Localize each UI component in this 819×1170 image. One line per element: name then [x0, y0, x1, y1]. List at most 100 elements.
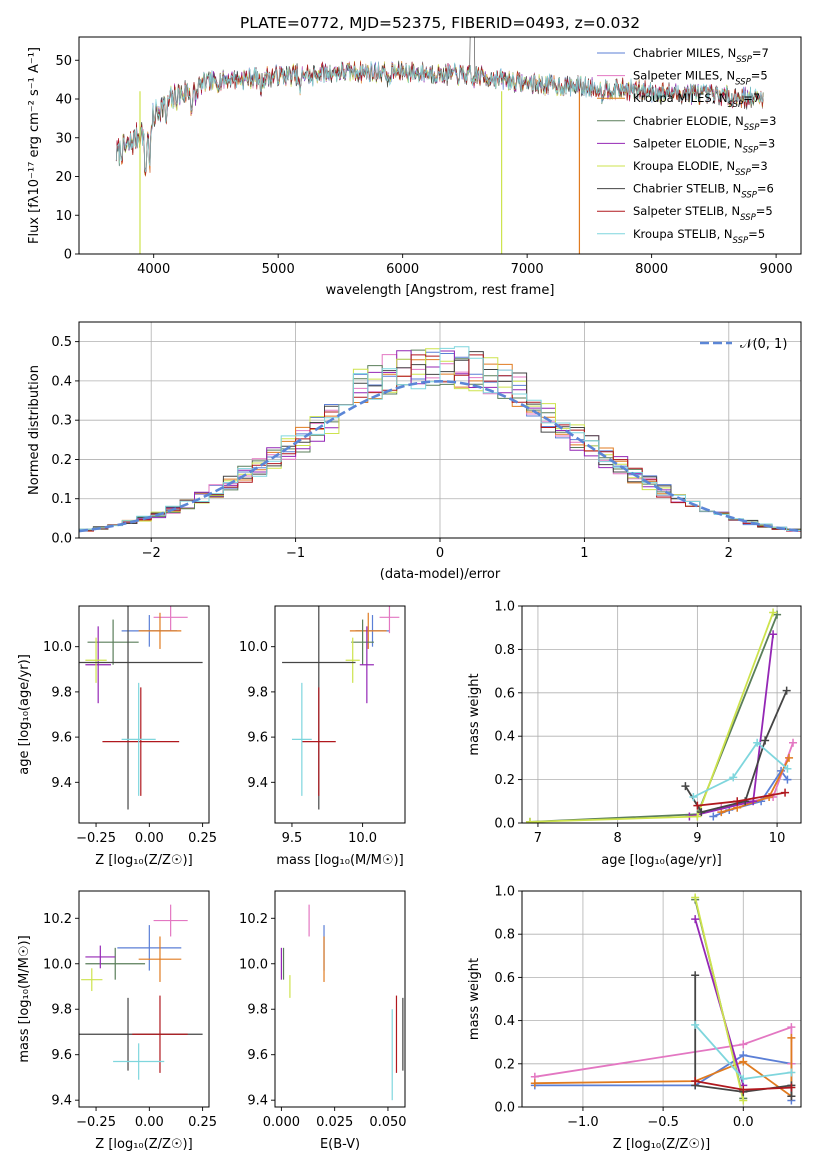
series-point	[691, 1077, 700, 1086]
series-point	[761, 736, 770, 745]
y-tick-label: 0.6	[494, 971, 515, 986]
series-point	[739, 1085, 748, 1094]
legend-model-name: Salpeter STELIB	[633, 204, 724, 218]
series-point	[739, 1074, 748, 1083]
x-tick-label: 1	[580, 546, 588, 561]
series-point	[769, 608, 778, 617]
errorbar-kroupa-miles	[349, 612, 387, 649]
y-tick-label: 0.4	[494, 730, 515, 745]
legend-model-name: Salpeter MILES	[633, 69, 719, 83]
legend-model-name: Kroupa ELODIE	[633, 159, 719, 173]
errorbar-salpeter-stelib	[301, 687, 336, 796]
errorbar-salpeter-stelib	[132, 995, 188, 1073]
series-point	[782, 686, 791, 695]
legend-entry: Chabrier MILES, NSSP=7	[633, 46, 769, 65]
series-point	[753, 738, 762, 747]
y-axis-label: Normed distribution	[27, 365, 42, 495]
errorbar-salpeter-elodie	[85, 626, 111, 704]
legend-nssp-prefix: , N	[717, 227, 733, 241]
series-point	[787, 1068, 796, 1077]
series-point	[691, 1020, 700, 1029]
y-axis-label: mass [log₁₀(M/M☉)]	[17, 935, 32, 1062]
x-tick-label: 2	[725, 546, 733, 561]
grid-massweight_vs_age	[522, 605, 801, 824]
legend-entry: Salpeter MILES, NSSP=5	[633, 69, 768, 88]
x-tick-label: 0.000	[263, 1115, 300, 1130]
errorbar-kroupa-miles	[138, 612, 182, 649]
x-tick-label: −0.5	[647, 1115, 679, 1130]
y-tick-label: 0.2	[51, 453, 72, 468]
series-point	[739, 1096, 748, 1105]
y-tick-label: 9.8	[51, 685, 72, 700]
series-point	[681, 782, 690, 791]
x-axis-label: Z [log₁₀(Z/Z☉)]	[95, 853, 192, 868]
plot-residuals	[79, 346, 801, 534]
series-point	[787, 1033, 796, 1042]
x-axis-label: Z [log₁₀(Z/Z☉)]	[95, 1137, 192, 1152]
legend-model-name: Chabrier STELIB	[633, 182, 725, 196]
x-tick-label: 0.0	[733, 1115, 754, 1130]
axes-frame	[78, 605, 210, 824]
legend-nssp-value: 6	[767, 182, 774, 196]
series-kroupa-elodie	[691, 893, 748, 1105]
plot-age_vs_Z	[79, 606, 203, 810]
series-salpeter-stelib	[693, 788, 790, 810]
x-tick-label: −0.25	[76, 1115, 116, 1130]
y-tick-label: 0.6	[494, 686, 515, 701]
plot-massweight_vs_Z	[530, 893, 796, 1105]
x-tick-label: 0.025	[316, 1115, 353, 1130]
y-tick-label: 9.8	[51, 1003, 72, 1018]
series-kroupa-miles	[530, 1033, 796, 1101]
y-tick-label: 0.2	[494, 1057, 515, 1072]
legend-nssp-sub: SSP	[728, 100, 744, 110]
errorbar-kroupa-stelib	[291, 682, 312, 796]
axes-frame	[274, 605, 406, 824]
series-point	[525, 817, 534, 823]
errorbar-chabrier-elodie	[351, 619, 374, 665]
legend-entry: Chabrier STELIB, NSSP=6	[633, 182, 774, 201]
series-point	[689, 792, 698, 801]
x-tick-label: 0.00	[135, 831, 164, 846]
legend-nssp-sub: SSP	[735, 168, 751, 178]
legend-nssp-value: 7	[762, 46, 769, 60]
y-tick-label: 9.8	[247, 1003, 268, 1018]
panel-spectrum: 4000 5000 6000 7000 8000 9000 0 10 20 30 40 50 wavel…	[27, 36, 802, 298]
legend-entry: Chabrier ELODIE, NSSP=3	[633, 114, 776, 133]
spectrum-title: PLATE=0772, MJD=52375, FIBERID=0493, z=0…	[240, 14, 640, 32]
series-point	[709, 812, 718, 821]
errorbar-chabrier-stelib	[79, 606, 203, 810]
legend-nssp-prefix: , N	[712, 91, 728, 105]
series-point	[530, 1079, 539, 1088]
x-axis-label: E(B-V)	[320, 1137, 360, 1152]
series-chabrier-elodie	[525, 610, 782, 823]
y-tick-label: 20	[55, 170, 72, 185]
y-axis-label: mass weight	[467, 958, 482, 1040]
x-tick-label: 7	[534, 831, 542, 846]
legend-nssp-sub: SSP	[744, 123, 760, 133]
x-tick-label: 10	[769, 831, 786, 846]
legend-model-name: Salpeter ELODIE	[633, 136, 727, 150]
series-chabrier-stelib	[681, 686, 791, 817]
series-point	[739, 1057, 748, 1066]
grid-massweight_vs_Z	[522, 890, 801, 1108]
x-tick-label: 0.25	[188, 831, 217, 846]
legend-nssp-prefix: , N	[719, 159, 735, 173]
y-tick-label: 0.5	[51, 335, 72, 350]
errorbar-salpeter-elodie	[359, 626, 374, 704]
legend-nssp-prefix: , N	[727, 136, 743, 150]
y-tick-label: 9.6	[247, 1048, 268, 1063]
series-kroupa-elodie	[525, 608, 778, 823]
series-line	[693, 741, 788, 798]
panel-age_vs_mass: 9.5 10.0 9.4 9.6 9.8 10.0 mass [log₁₀(M/M☉)]	[239, 605, 406, 868]
y-tick-label: 0.4	[51, 374, 72, 389]
y-tick-label: 0.8	[494, 643, 515, 658]
legend-nssp-prefix: , N	[720, 46, 736, 60]
y-tick-label: 9.6	[247, 731, 268, 746]
x-tick-label: 9000	[760, 262, 793, 277]
series-point	[691, 893, 700, 902]
series-point	[741, 797, 750, 806]
errorbar-kroupa-elodie	[345, 637, 360, 683]
errorbar-chabrier-elodie	[87, 619, 139, 665]
y-tick-label: 10.0	[43, 640, 72, 655]
axes-frame	[78, 36, 802, 255]
